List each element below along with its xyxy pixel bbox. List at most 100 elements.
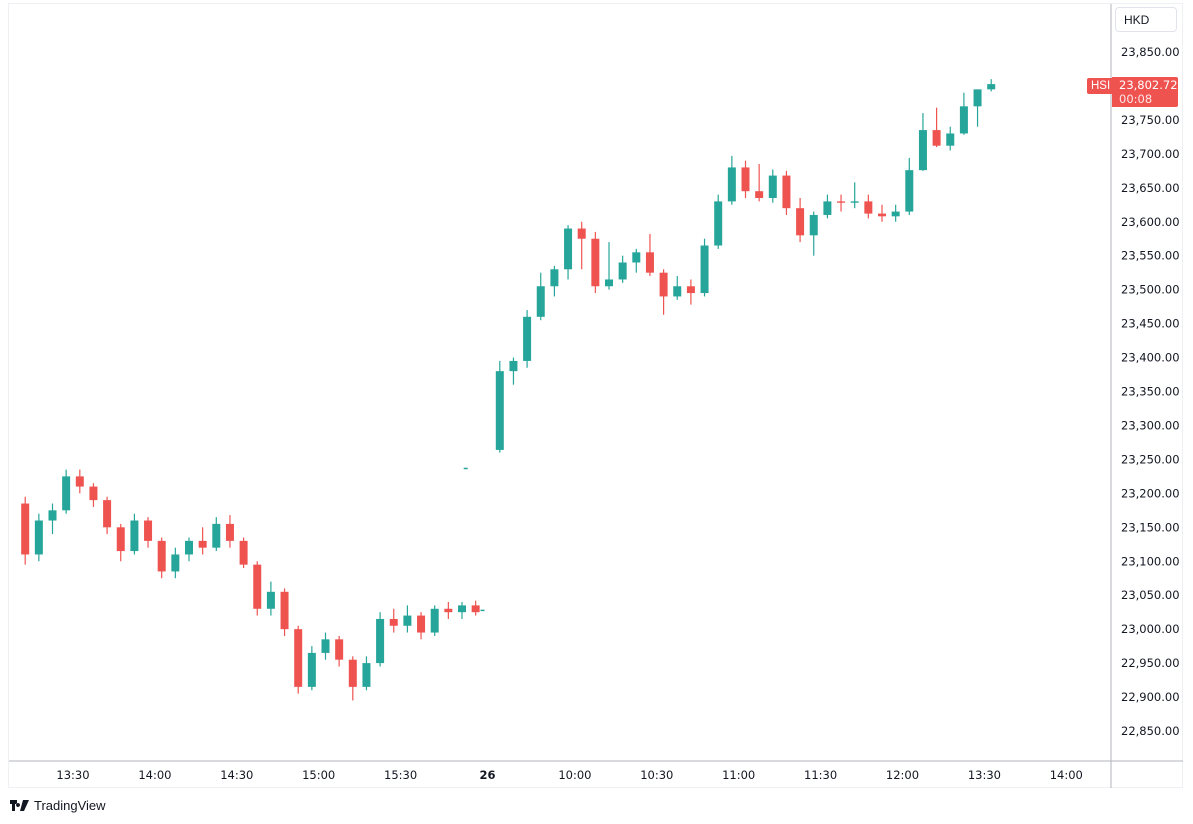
candle xyxy=(157,537,166,579)
candle-body xyxy=(700,245,709,294)
price-tick-label: 23,000.00 xyxy=(1121,622,1180,636)
candle xyxy=(741,160,750,198)
candle xyxy=(809,211,818,256)
candle-body xyxy=(103,500,112,528)
candle-body xyxy=(632,252,641,263)
candle xyxy=(864,194,873,219)
candle-body xyxy=(280,591,289,630)
candle xyxy=(321,632,330,660)
candle xyxy=(796,197,805,243)
price-tick-label: 23,750.00 xyxy=(1121,113,1180,127)
candle-body xyxy=(376,618,385,664)
candle-body xyxy=(75,476,84,487)
time-tick-label: 10:30 xyxy=(640,768,673,782)
candle-body xyxy=(823,201,832,215)
candle-body xyxy=(618,262,627,280)
candle-body xyxy=(987,84,996,90)
candle xyxy=(987,79,996,92)
candle xyxy=(480,609,485,612)
last-price-label: 23,802.72 00:08 xyxy=(1112,77,1178,107)
candle xyxy=(34,513,43,562)
candle-body xyxy=(321,639,330,653)
candle-body xyxy=(417,615,426,633)
candle-body xyxy=(973,89,982,107)
candle-body xyxy=(673,286,682,297)
candle-body xyxy=(864,201,873,214)
time-tick-label: 14:30 xyxy=(220,768,253,782)
candle-dash xyxy=(480,609,485,612)
candle xyxy=(335,635,344,667)
candle-body xyxy=(523,316,532,361)
candle xyxy=(458,601,466,619)
candle xyxy=(376,612,385,667)
time-tick-label: 13:30 xyxy=(968,768,1001,782)
tradingview-logo[interactable]: TradingView xyxy=(10,798,106,813)
candle xyxy=(946,126,955,151)
candle xyxy=(417,612,426,640)
candle xyxy=(294,625,303,694)
candle-body xyxy=(144,520,153,541)
candle xyxy=(700,238,709,297)
candle-body xyxy=(878,213,886,217)
candle-body xyxy=(577,228,586,239)
candle-body xyxy=(932,130,941,146)
price-tick-label: 23,550.00 xyxy=(1121,249,1180,263)
candle xyxy=(307,646,316,691)
candle-body xyxy=(741,167,750,192)
candle-body xyxy=(294,629,303,687)
time-axis[interactable]: 13:30 14:00 14:30 15:00 15:30 26 10:00 10:30 11:… xyxy=(56,768,1082,782)
currency-button[interactable]: HKD xyxy=(1115,7,1177,32)
candle xyxy=(905,157,914,215)
candle xyxy=(605,242,613,290)
chart-frame xyxy=(8,3,1183,788)
candle-body xyxy=(48,510,57,521)
candle-body xyxy=(550,269,559,287)
candle xyxy=(891,204,900,222)
candle xyxy=(389,608,398,633)
candle xyxy=(62,469,71,514)
candle-body xyxy=(34,520,43,555)
candle xyxy=(523,310,532,368)
price-tick-label: 23,600.00 xyxy=(1121,215,1180,229)
price-tick-label: 22,950.00 xyxy=(1121,656,1180,670)
candle-body xyxy=(266,591,275,609)
price-axis[interactable]: 23,850.00 23,750.00 23,700.00 23,650.00 23,6… xyxy=(1121,45,1180,738)
time-tick-label: 26 xyxy=(480,768,496,782)
candle xyxy=(618,255,627,283)
candle xyxy=(253,561,262,616)
symbol-label: HSI xyxy=(1087,78,1115,94)
candle xyxy=(212,517,221,552)
candle xyxy=(686,279,695,305)
candle-body xyxy=(796,208,805,236)
price-tick-label: 23,500.00 xyxy=(1121,283,1180,297)
price-tick-label: 23,850.00 xyxy=(1121,45,1180,59)
candle-dash xyxy=(463,467,468,470)
price-tick-label: 23,350.00 xyxy=(1121,385,1180,399)
time-tick-label: 14:00 xyxy=(138,768,171,782)
candle xyxy=(75,469,84,494)
candle-body xyxy=(335,639,344,660)
candle xyxy=(536,272,545,321)
candle-body xyxy=(116,527,125,552)
candle-body xyxy=(891,211,900,217)
price-tick-label: 23,650.00 xyxy=(1121,181,1180,195)
price-tick-label: 23,050.00 xyxy=(1121,588,1180,602)
candle-body xyxy=(253,564,262,609)
time-tick-label: 13:30 xyxy=(56,768,89,782)
price-tick-label: 23,300.00 xyxy=(1121,418,1180,432)
time-tick-label: 15:30 xyxy=(384,768,417,782)
candle-body xyxy=(198,540,207,548)
candle xyxy=(768,169,777,203)
candle xyxy=(959,92,968,135)
candle-body xyxy=(362,663,371,687)
candle xyxy=(48,503,57,535)
last-price-value: 23,802.72 xyxy=(1119,78,1178,92)
candle-body xyxy=(768,175,777,198)
candle xyxy=(280,588,289,636)
candle xyxy=(266,581,275,616)
price-tick-label: 23,450.00 xyxy=(1121,317,1180,331)
candle-body xyxy=(918,130,927,171)
candle-body xyxy=(444,608,453,613)
time-tick-label: 10:00 xyxy=(558,768,591,782)
